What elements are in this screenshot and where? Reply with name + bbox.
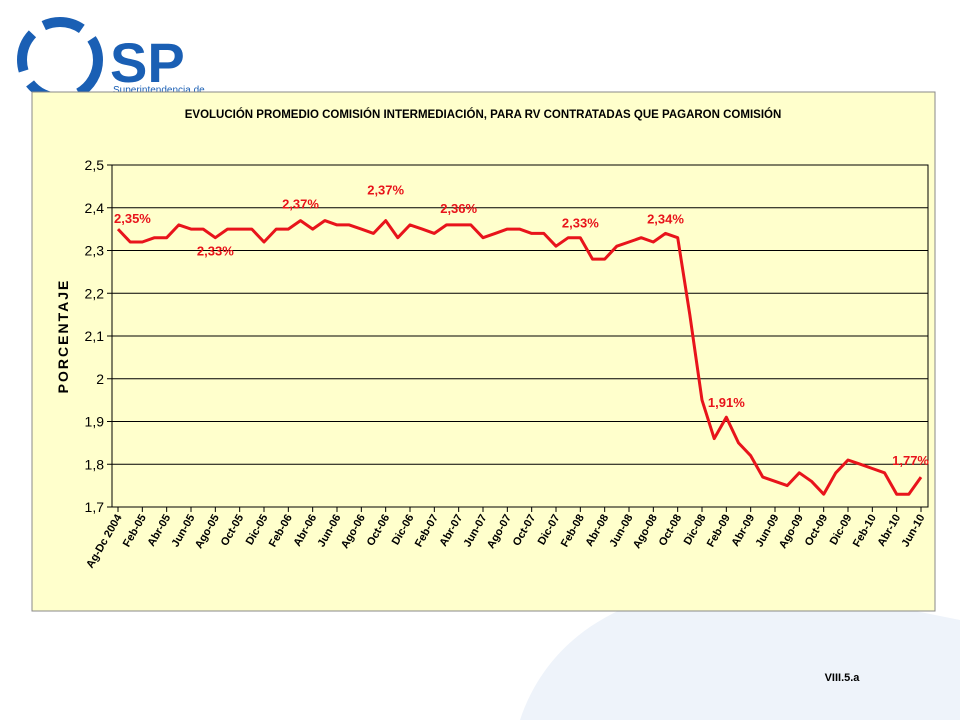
logo-text: SP <box>110 31 185 94</box>
y-tick-label: 2,2 <box>85 285 105 301</box>
chart-title: EVOLUCIÓN PROMEDIO COMISIÓN INTERMEDIACI… <box>185 108 782 121</box>
data-label: 2,37% <box>282 197 319 212</box>
decor <box>520 585 960 720</box>
y-tick-label: 1,8 <box>85 456 105 472</box>
y-tick-label: 1,7 <box>85 499 105 515</box>
y-axis-label: PORCENTAJE <box>55 279 71 394</box>
data-label: 2,33% <box>562 216 599 231</box>
y-tick-label: 2,5 <box>85 157 105 173</box>
y-tick-label: 2 <box>96 371 104 387</box>
data-label: 2,34% <box>647 211 684 226</box>
data-label: 2,33% <box>197 244 234 259</box>
y-tick-label: 1,9 <box>85 414 105 430</box>
data-line <box>116 219 923 496</box>
logo-subtitle: Superintendencia de <box>113 85 205 96</box>
y-tick-label: 2,3 <box>85 243 105 259</box>
data-label: 1,77% <box>892 453 929 468</box>
y-tick-label: 2,1 <box>85 328 105 344</box>
data-label: 1,91% <box>708 395 745 410</box>
data-label: 2,37% <box>367 183 404 198</box>
y-tick-label: 2,4 <box>85 200 105 216</box>
data-label: 2,35% <box>114 211 151 226</box>
data-label: 2,36% <box>440 201 477 216</box>
footer: VIII.5.a <box>825 672 861 684</box>
